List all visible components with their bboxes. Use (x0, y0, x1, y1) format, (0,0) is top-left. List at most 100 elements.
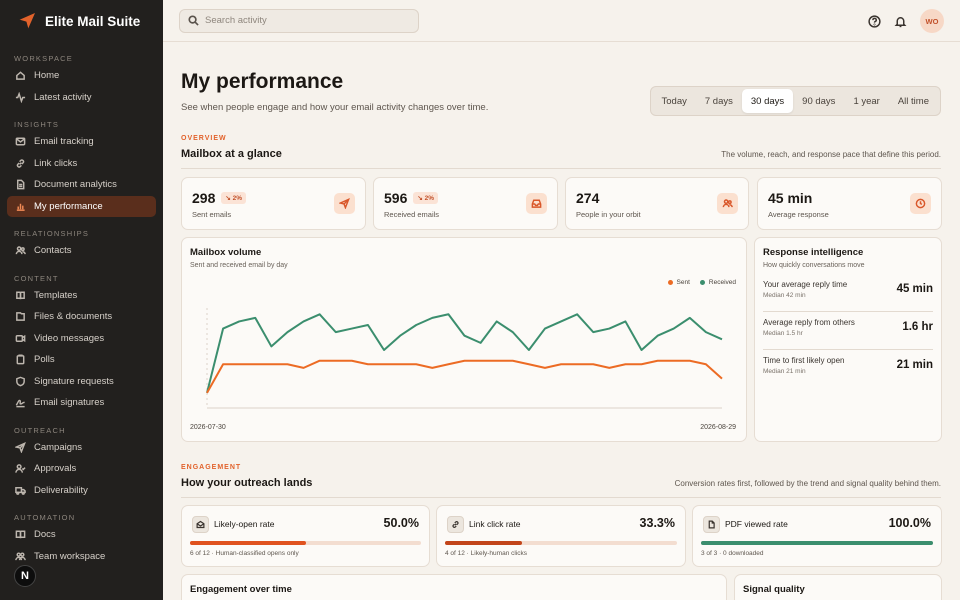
engagement-description: Conversion rates first, followed by the … (674, 479, 941, 488)
rate-card: Likely-open rate 50.0% 6 of 12 · Human-cla… (181, 505, 430, 567)
sidebar-item-files-documents[interactable]: Files & documents (7, 306, 156, 328)
chart-legend: Sent Received (667, 279, 736, 286)
series-line-sent (206, 359, 723, 394)
response-metric-row: Average reply from others Median 1.5 hr 1.… (763, 316, 933, 350)
progress-fill (701, 541, 933, 545)
overview-eyebrow: OVERVIEW (181, 135, 227, 142)
delta-badge: ↘ 2% (413, 192, 439, 204)
user-avatar[interactable]: WO (920, 9, 944, 33)
user-check-icon (15, 464, 26, 474)
sidebar-item-email-signatures[interactable]: Email signatures (7, 392, 156, 414)
sidebar-item-label: Email signatures (34, 397, 105, 409)
rate-note: 6 of 12 · Human-classified opens only (190, 550, 299, 557)
stat-value: 298 (192, 190, 216, 206)
range-7-days[interactable]: 7 days (704, 95, 733, 107)
response-intelligence-card: Response intelligence How quickly conver… (754, 237, 942, 442)
sidebar-item-label: My performance (34, 200, 103, 212)
rate-label: PDF viewed rate (725, 519, 788, 529)
files-icon (16, 312, 25, 322)
range-today[interactable]: Today (661, 95, 687, 107)
range-1-year[interactable]: 1 year (853, 95, 880, 107)
mailbox-volume-chart (206, 308, 723, 409)
stat-label: Sent emails (192, 210, 232, 219)
sidebar-item-polls[interactable]: Polls (7, 349, 156, 371)
section-label: CONTENT (14, 273, 59, 283)
sidebar-item-my-performance[interactable]: My performance (7, 195, 156, 217)
section-label: AUTOMATION (14, 513, 76, 522)
sidebar-item-label: Contacts (34, 245, 72, 257)
metric-sub: Median 21 min (763, 368, 806, 375)
stat-value: 596 (384, 190, 408, 206)
help-icon[interactable] (868, 14, 881, 28)
stat-card: 45 min Average response (757, 177, 942, 230)
sidebar-item-label: Deliverability (34, 484, 88, 496)
response-metric-row: Your average reply time Median 42 min 45 m… (763, 278, 933, 312)
section-label: RELATIONSHIPS (14, 229, 90, 238)
card-subtitle: How quickly conversations move (763, 262, 865, 269)
sidebar-item-label: Approvals (34, 463, 77, 475)
range-30-days[interactable]: 30 days (741, 89, 794, 113)
sidebar-item-docs[interactable]: Docs (7, 524, 156, 546)
legend-received: Received (699, 279, 736, 286)
section-label: INSIGHTS (14, 120, 60, 129)
stat-value: 45 min (768, 190, 813, 206)
metric-value: 1.6 hr (902, 321, 933, 333)
inbox-icon (531, 199, 542, 208)
app-name: Elite Mail Suite (45, 13, 141, 29)
avatar[interactable]: N (14, 565, 36, 587)
date-range-selector: Today 7 days 30 days 90 days 1 year All time (649, 86, 941, 116)
stat-icon-wrap (910, 193, 931, 214)
sidebar-item-team-workspace[interactable]: Team workspace (7, 546, 156, 568)
page-subtitle: See when people engage and how your emai… (181, 102, 489, 113)
rate-label: Link click rate (469, 519, 521, 529)
sidebar-item-home[interactable]: Home (7, 65, 156, 87)
sidebar-item-campaigns[interactable]: Campaigns (7, 437, 156, 459)
activity-icon (15, 91, 26, 103)
section-label: OUTREACH (14, 425, 66, 435)
sidebar-item-label: Document analytics (34, 179, 117, 191)
range-all-time[interactable]: All time (897, 95, 929, 107)
sidebar-item-label: Home (34, 70, 60, 82)
sidebar-item-latest-activity[interactable]: Latest activity (7, 87, 156, 109)
users-icon (722, 199, 733, 208)
metric-value: 21 min (896, 359, 933, 371)
sidebar-item-label: Campaigns (34, 441, 83, 453)
bar-chart-icon (16, 203, 25, 211)
sidebar-item-approvals[interactable]: Approvals (7, 458, 156, 480)
bell-icon[interactable] (894, 15, 907, 28)
engagement-over-time-card: Engagement over time (181, 574, 727, 600)
card-subtitle: Sent and received email by day (190, 262, 288, 269)
sidebar-item-label: Team workspace (34, 550, 106, 562)
file-icon (708, 520, 715, 529)
mail-open-icon (196, 520, 205, 529)
rate-card: Link click rate 33.3% 4 of 12 · Likely-hum… (436, 505, 686, 567)
stat-icon-wrap (717, 193, 738, 214)
sidebar-item-signature-requests[interactable]: Signature requests (7, 371, 156, 393)
sidebar-item-video-messages[interactable]: Video messages (7, 328, 156, 350)
sidebar-item-contacts[interactable]: Contacts (7, 240, 156, 262)
card-title: Mailbox volume (190, 247, 262, 258)
engagement-title: How your outreach lands (181, 477, 313, 489)
stat-value-wrap: 596 ↘ 2% (384, 190, 439, 206)
card-title: Signal quality (743, 584, 805, 595)
sidebar-item-templates[interactable]: Templates (7, 285, 156, 307)
shield-icon (16, 376, 25, 387)
stat-value-wrap: 298 ↘ 2% (192, 190, 247, 206)
video-icon (15, 334, 26, 342)
brand[interactable]: Elite Mail Suite (0, 0, 163, 42)
sidebar-item-link-clicks[interactable]: Link clicks (7, 153, 156, 175)
metric-value: 45 min (896, 283, 933, 295)
range-90-days[interactable]: 90 days (802, 95, 836, 107)
search-placeholder: Search activity (205, 15, 267, 26)
divider (181, 497, 941, 498)
sidebar-item-email-tracking[interactable]: Email tracking (7, 131, 156, 153)
series-line-received (206, 313, 723, 394)
logo-icon (18, 13, 35, 30)
sidebar-item-document-analytics[interactable]: Document analytics (7, 174, 156, 196)
sidebar-item-label: Polls (34, 354, 55, 366)
sidebar-nav: WORKSPACE Home Latest activity INSIGHTS Emai… (0, 52, 163, 567)
sidebar-item-deliverability[interactable]: Deliverability (7, 480, 156, 502)
progress-fill (190, 541, 306, 545)
stat-label: People in your orbit (576, 210, 641, 219)
search-input[interactable]: Search activity (179, 8, 419, 33)
